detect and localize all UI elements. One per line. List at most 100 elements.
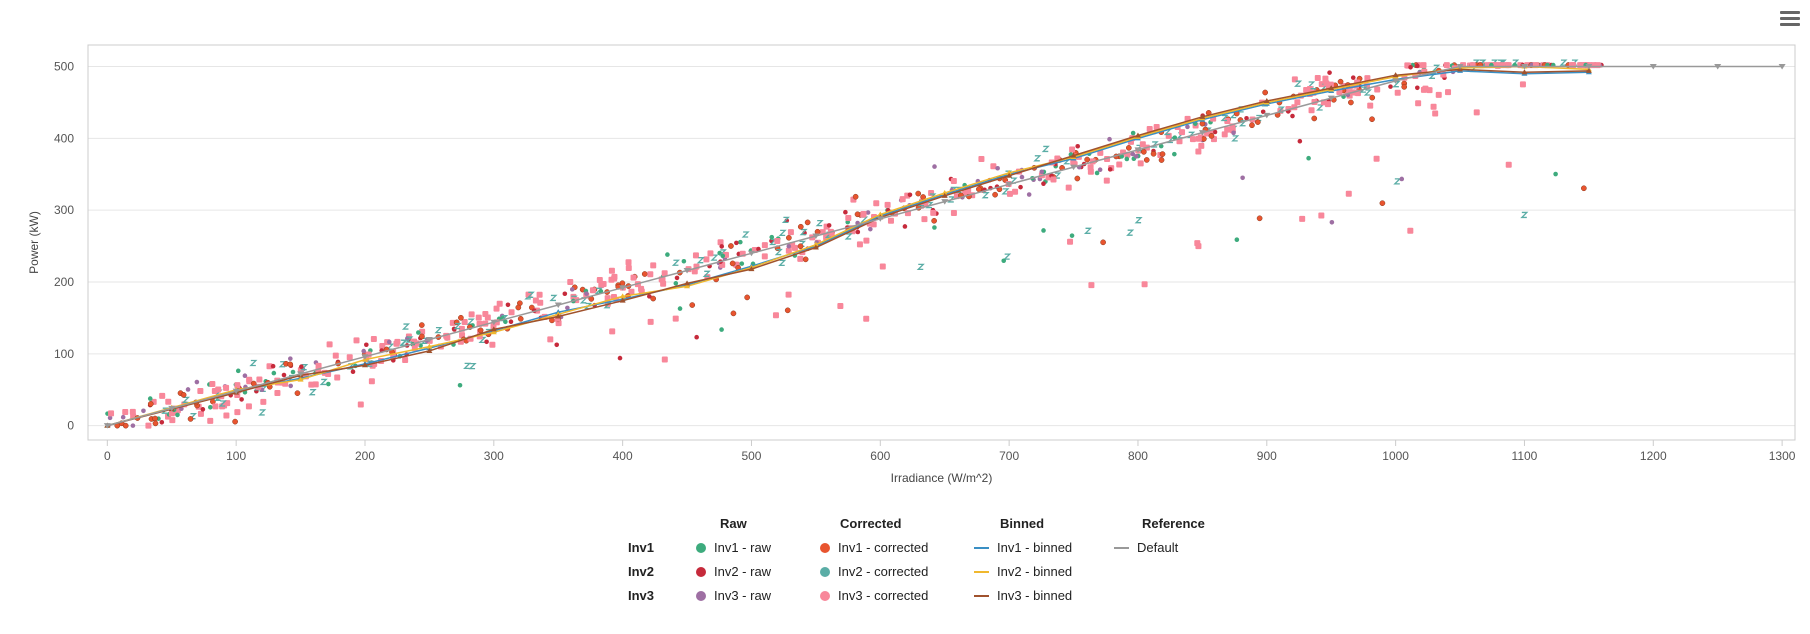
point-inv1-corrected	[1337, 78, 1344, 85]
point-inv3-corrected	[887, 217, 894, 224]
point-inv3-corrected	[246, 376, 253, 383]
point-inv1-corrected	[1401, 84, 1408, 90]
point-inv3-corrected	[326, 341, 333, 348]
legend-item-inv3-corrected[interactable]: Inv3 - corrected	[820, 588, 928, 603]
point-inv2-raw	[364, 342, 369, 348]
point-inv3-corrected	[611, 273, 618, 280]
point-inv1-corrected	[1311, 115, 1318, 122]
point-inv2-raw	[505, 302, 511, 308]
point-inv3-raw	[1133, 154, 1139, 159]
legend-item-inv1-binned[interactable]: Inv1 - binned	[974, 540, 1072, 555]
point-inv3-corrected	[1299, 215, 1306, 222]
legend-item-inv2-raw[interactable]: Inv2 - raw	[696, 564, 771, 579]
point-inv2-raw	[299, 364, 304, 370]
point-inv1-corrected	[152, 420, 159, 427]
point-inv1-corrected	[1143, 157, 1150, 163]
legend-item-label: Inv2 - raw	[714, 564, 772, 579]
point-inv3-corrected	[1067, 238, 1074, 245]
binned-marker	[490, 329, 497, 335]
x-tick-label: 800	[1128, 449, 1148, 463]
legend-item-label: Inv1 - binned	[997, 540, 1073, 555]
point-inv1-corrected	[1084, 156, 1091, 163]
point-inv2-corrected	[916, 263, 925, 271]
legend-item-label: Default	[1137, 540, 1179, 555]
legend-item-inv2-corrected[interactable]: Inv2 - corrected	[820, 564, 928, 579]
binned-marker	[812, 241, 819, 247]
point-inv2-corrected	[463, 362, 472, 370]
point-inv3-corrected	[489, 341, 496, 348]
point-inv3-corrected	[532, 297, 539, 304]
point-inv3-corrected	[1012, 188, 1019, 195]
point-inv2-raw	[617, 355, 623, 361]
binned-marker	[426, 343, 433, 349]
legend-item-inv2-binned[interactable]: Inv2 - binned	[974, 564, 1072, 579]
point-inv3-corrected	[223, 384, 230, 391]
scatter-chart: 0 100 200 300 400 500 600 700 800 900 1000 1100 1200…	[27, 44, 1796, 485]
point-inv2-corrected	[1001, 188, 1010, 195]
point-inv3-corrected	[1318, 81, 1325, 88]
point-inv3-corrected	[879, 263, 886, 270]
point-inv2-corrected	[1150, 141, 1159, 148]
point-inv1-corrected	[1158, 157, 1165, 163]
point-inv3-corrected	[1194, 240, 1201, 247]
point-inv3-corrected	[169, 417, 176, 424]
point-inv3-corrected	[379, 342, 386, 349]
point-inv3-corrected	[1141, 281, 1148, 288]
point-inv3-corrected	[837, 303, 844, 310]
circle-marker-icon	[820, 566, 830, 577]
legend: Raw Corrected Binned Reference Inv1 Inv2…	[620, 516, 1220, 626]
legend-item-default[interactable]: Default	[1114, 540, 1178, 555]
point-inv3-corrected	[1323, 80, 1330, 87]
legend-item-inv1-corrected[interactable]: Inv1 - corrected	[820, 540, 928, 555]
point-inv3-corrected	[1146, 126, 1153, 133]
point-inv3-corrected	[884, 201, 891, 208]
point-inv1-corrected	[1100, 239, 1106, 246]
point-inv3-raw	[1097, 167, 1103, 173]
reference-marker	[1005, 181, 1013, 188]
line-marker-icon	[1114, 546, 1129, 549]
point-inv1-raw	[235, 368, 241, 374]
legend-header-raw: Raw	[720, 516, 747, 531]
point-inv3-corrected	[308, 381, 315, 388]
point-inv1-corrected	[744, 294, 751, 301]
line-marker-icon	[974, 570, 989, 573]
point-inv1-corrected	[1369, 116, 1375, 123]
point-inv2-raw	[1244, 115, 1249, 121]
point-inv3-corrected	[245, 403, 252, 410]
point-inv3-corrected	[860, 211, 867, 218]
point-inv1-raw	[416, 330, 421, 335]
point-inv1-corrected	[1379, 200, 1386, 207]
binned-marker	[684, 280, 691, 286]
point-inv1-raw	[175, 412, 180, 418]
legend-item-label: Inv3 - binned	[997, 588, 1073, 603]
point-inv3-corrected	[1198, 142, 1205, 149]
binned-marker	[297, 376, 304, 382]
point-inv3-raw	[386, 339, 392, 345]
point-inv3-corrected	[596, 277, 603, 284]
point-inv2-corrected	[1294, 80, 1303, 87]
point-inv3-corrected	[625, 259, 632, 266]
legend-item-inv3-raw[interactable]: Inv3 - raw	[696, 588, 771, 603]
binned-marker	[1070, 152, 1077, 158]
point-inv2-raw	[1212, 129, 1218, 135]
point-inv3-corrected	[1374, 86, 1381, 93]
point-inv2-corrected	[1231, 135, 1240, 142]
point-inv3-corrected	[1432, 110, 1439, 117]
legend-item-inv3-binned[interactable]: Inv3 - binned	[974, 588, 1072, 603]
binned-marker	[1006, 169, 1013, 175]
binned-marker	[1263, 98, 1270, 104]
point-inv2-corrected	[1041, 145, 1050, 153]
point-inv3-corrected	[1318, 212, 1325, 219]
point-inv2-raw	[562, 291, 568, 297]
hamburger-menu-icon[interactable]	[1778, 8, 1802, 30]
point-inv3-corrected	[691, 268, 698, 275]
point-inv3-corrected	[1069, 146, 1076, 153]
point-inv1-raw	[1094, 170, 1100, 176]
point-inv1-raw	[1158, 143, 1164, 149]
point-inv3-raw	[242, 373, 248, 379]
point-inv3-corrected	[978, 156, 985, 163]
point-inv1-corrected	[294, 390, 301, 397]
legend-item-inv1-raw[interactable]: Inv1 - raw	[696, 540, 771, 555]
point-inv1-corrected	[641, 271, 648, 277]
line-marker-icon	[974, 546, 989, 549]
